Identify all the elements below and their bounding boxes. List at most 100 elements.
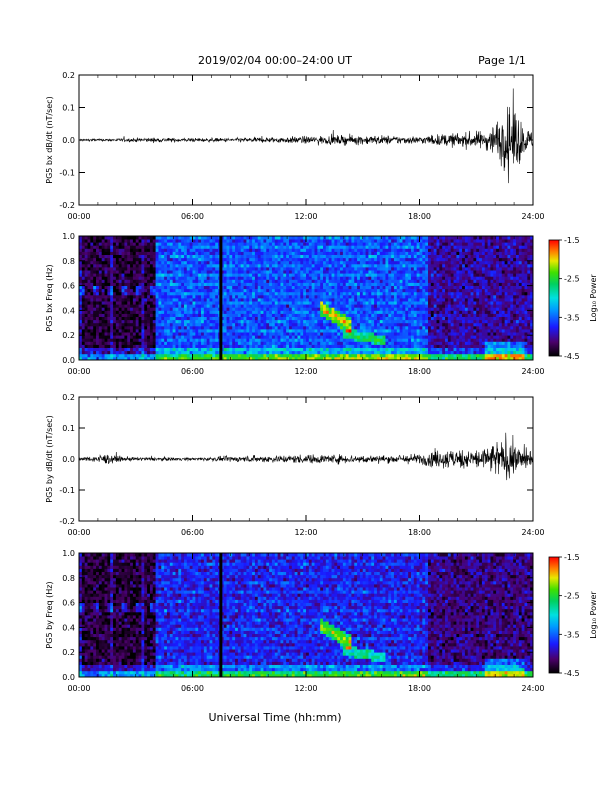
spectrogram-cell xyxy=(90,248,94,252)
spectrogram-cell xyxy=(382,270,386,274)
spectrogram-cell xyxy=(422,248,426,252)
spectrogram-cell xyxy=(98,282,103,286)
spectrogram-cell xyxy=(209,260,213,265)
spectrogram-cell xyxy=(379,279,384,283)
spectrogram-cell xyxy=(303,267,307,271)
spectrogram-cell xyxy=(345,276,349,280)
spectrogram-cell xyxy=(388,288,392,293)
spectrogram-cell xyxy=(155,304,159,308)
spectrogram-cell xyxy=(243,350,247,355)
spectrogram-cell xyxy=(269,319,273,324)
spectrogram-cell xyxy=(274,273,279,277)
spectrogram-cell xyxy=(425,322,429,327)
spectrogram-cell xyxy=(79,313,83,317)
spectrogram-cell xyxy=(371,319,375,324)
spectrogram-cell xyxy=(300,350,304,355)
spectrogram-cell xyxy=(155,347,159,352)
spectrogram-cell xyxy=(113,273,117,277)
spectrogram-cell xyxy=(382,316,386,321)
spectrogram-cell xyxy=(331,356,335,361)
spectrogram-cell xyxy=(147,344,151,348)
spectrogram-cell xyxy=(110,329,114,333)
spectrogram-cell xyxy=(257,276,261,280)
spectrogram-cell xyxy=(359,341,364,345)
spectrogram-cell xyxy=(172,344,176,348)
spectrogram-cell xyxy=(124,307,128,311)
spectrogram-cell xyxy=(351,347,355,352)
spectrogram-cell xyxy=(382,335,386,339)
spectrogram-cell xyxy=(87,251,91,255)
spectrogram-cell xyxy=(371,263,375,268)
spectrogram-cell xyxy=(354,298,358,302)
spectrogram-cell xyxy=(331,338,335,342)
spectrogram-cell xyxy=(81,335,86,339)
spectrogram-cell xyxy=(155,341,159,345)
spectrogram-cell xyxy=(283,248,287,252)
spectrogram-cell xyxy=(189,338,193,342)
spectrogram-cell xyxy=(164,307,168,311)
spectrogram-cell xyxy=(405,353,409,358)
spectrogram-cell xyxy=(263,332,267,336)
spectrogram-cell xyxy=(283,267,287,271)
spectrogram-cell xyxy=(306,347,310,352)
spectrogram-cell xyxy=(334,341,338,345)
spectrogram-cell xyxy=(357,353,361,358)
spectrogram-cell xyxy=(340,325,344,330)
spectrogram-cell xyxy=(385,257,389,262)
spectrogram-cell xyxy=(425,285,429,290)
spectrogram-cell xyxy=(215,291,219,296)
spectrogram-cell xyxy=(155,350,159,355)
spectrogram-cell xyxy=(425,335,429,339)
spectrogram-cell xyxy=(152,347,157,352)
spectrogram-cell xyxy=(402,285,406,290)
spectrogram-cell xyxy=(274,319,279,324)
spectrogram-cell xyxy=(161,270,165,274)
spectrogram-cell xyxy=(93,254,97,259)
spectrogram-cell xyxy=(147,322,151,327)
spectrogram-cell xyxy=(320,257,324,262)
spectrogram-cell xyxy=(90,245,94,249)
spectrogram-cell xyxy=(132,294,137,299)
spectrogram-cell xyxy=(408,298,412,302)
spectrogram-cell xyxy=(385,279,389,283)
spectrogram-cell xyxy=(342,353,347,358)
spectrogram-cell xyxy=(269,263,273,268)
spectrogram-cell xyxy=(113,316,117,321)
spectrogram-cell xyxy=(127,260,131,265)
spectrogram-cell xyxy=(283,313,287,317)
spectrogram-cell xyxy=(135,288,139,293)
spectrogram-cell xyxy=(127,319,131,324)
spectrogram-cell xyxy=(195,316,199,321)
spectrogram-cell xyxy=(283,329,287,333)
spectrogram-cell xyxy=(334,329,338,333)
spectrogram-cell xyxy=(405,329,409,333)
spectrogram-cell xyxy=(121,335,125,339)
spectrogram-cell xyxy=(317,276,321,280)
spectrogram-cell xyxy=(84,263,88,268)
spectrogram-cell xyxy=(158,251,162,255)
spectrogram-cell xyxy=(93,347,97,352)
spectrogram-cell xyxy=(115,344,120,348)
spectrogram-cell xyxy=(294,276,298,280)
spectrogram-cell xyxy=(130,263,134,268)
spectrogram-cell xyxy=(98,279,103,283)
spectrogram-cell xyxy=(229,329,233,333)
spectrogram-cell xyxy=(311,332,315,336)
spectrogram-cell xyxy=(288,329,293,333)
spectrogram-cell xyxy=(342,307,347,311)
spectrogram-cell xyxy=(249,257,253,262)
spectrogram-cell xyxy=(354,304,358,308)
spectrogram-cell xyxy=(396,322,401,327)
spectrogram-cell xyxy=(294,291,298,296)
spectrogram-cell xyxy=(283,332,287,336)
spectrogram-cell xyxy=(291,254,296,259)
spectrogram-cell xyxy=(320,270,324,274)
spectrogram-cell xyxy=(351,257,355,262)
spectrogram-cell xyxy=(209,251,213,255)
spectrogram-cell xyxy=(203,245,208,249)
spectrogram-cell xyxy=(348,319,352,324)
spectrogram-cell xyxy=(181,344,185,348)
spectrogram-cell xyxy=(399,260,403,265)
spectrogram-cell xyxy=(328,307,332,311)
spectrogram-cell xyxy=(249,307,253,311)
